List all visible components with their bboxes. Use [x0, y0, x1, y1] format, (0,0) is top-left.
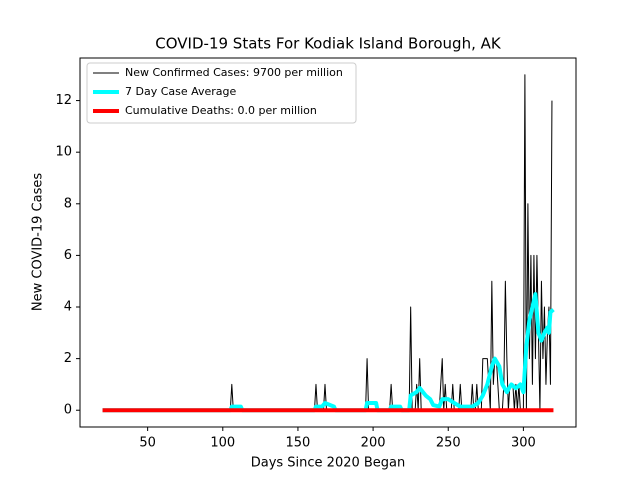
- legend-label: Cumulative Deaths: 0.0 per million: [125, 104, 317, 117]
- y-tick-label: 8: [64, 196, 72, 211]
- y-tick-label: 0: [64, 403, 72, 418]
- legend-label: New Confirmed Cases: 9700 per million: [125, 66, 343, 79]
- y-tick-label: 2: [64, 351, 72, 366]
- x-axis-label: Days Since 2020 Began: [251, 456, 406, 471]
- x-tick-label: 100: [210, 436, 235, 451]
- x-tick-label: 200: [361, 436, 386, 451]
- x-tick-label: 300: [511, 436, 536, 451]
- y-tick-label: 4: [64, 300, 72, 315]
- y-tick-label: 6: [64, 248, 72, 263]
- plot-frame: [79, 57, 577, 428]
- x-tick-label: 250: [436, 436, 461, 451]
- legend-label: 7 Day Case Average: [125, 85, 237, 98]
- x-tick-label: 50: [139, 436, 156, 451]
- y-tick-label: 12: [55, 93, 72, 108]
- y-tick-label: 10: [55, 145, 72, 160]
- y-axis-label: New COVID-19 Cases: [31, 173, 46, 311]
- x-tick-label: 150: [286, 436, 311, 451]
- legend-box: [86, 62, 357, 124]
- series-line: [102, 292, 555, 413]
- chart-title: COVID-19 Stats For Kodiak Island Borough…: [155, 35, 502, 53]
